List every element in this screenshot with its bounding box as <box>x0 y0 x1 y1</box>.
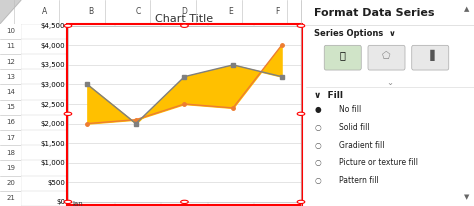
Text: 19: 19 <box>6 165 15 171</box>
Text: 15: 15 <box>6 104 15 110</box>
Text: 14: 14 <box>6 89 15 95</box>
Polygon shape <box>0 0 21 24</box>
Text: Jan: Jan <box>73 201 83 206</box>
Text: Pattern fill: Pattern fill <box>339 176 379 185</box>
FancyBboxPatch shape <box>324 45 361 70</box>
Text: 21: 21 <box>6 195 15 201</box>
Text: Gradient fill: Gradient fill <box>339 140 385 150</box>
Text: 🪣: 🪣 <box>340 51 346 61</box>
Text: ○: ○ <box>314 176 321 185</box>
Text: A: A <box>42 7 47 16</box>
Text: No fill: No fill <box>339 105 362 114</box>
Text: ▐: ▐ <box>426 50 435 61</box>
Title: Chart Title: Chart Title <box>155 14 213 23</box>
Text: E: E <box>228 7 234 16</box>
Text: 20: 20 <box>6 180 15 186</box>
Text: Series Options  ∨: Series Options ∨ <box>314 29 396 38</box>
FancyBboxPatch shape <box>412 45 449 70</box>
Text: ⌄: ⌄ <box>386 78 393 87</box>
Text: ○: ○ <box>314 140 321 150</box>
Text: ○: ○ <box>314 123 321 132</box>
Text: D: D <box>182 7 187 16</box>
Text: ▲: ▲ <box>464 6 470 12</box>
Text: ⬠: ⬠ <box>382 51 391 61</box>
Text: B: B <box>89 7 94 16</box>
Text: Picture or texture fill: Picture or texture fill <box>339 158 419 167</box>
Text: ○: ○ <box>314 158 321 167</box>
Text: 18: 18 <box>6 150 15 156</box>
Text: Format Data Series: Format Data Series <box>314 8 435 18</box>
Text: ●: ● <box>314 105 321 114</box>
Text: ∨  Fill: ∨ Fill <box>314 91 343 100</box>
Text: ▼: ▼ <box>464 194 470 200</box>
Text: C: C <box>135 7 140 16</box>
Text: 17: 17 <box>6 135 15 141</box>
Text: 10: 10 <box>6 28 15 34</box>
FancyBboxPatch shape <box>368 45 405 70</box>
Text: F: F <box>275 7 280 16</box>
Text: 16: 16 <box>6 119 15 125</box>
Text: 13: 13 <box>6 74 15 80</box>
Text: Solid fill: Solid fill <box>339 123 370 132</box>
Text: 11: 11 <box>6 43 15 49</box>
Text: 12: 12 <box>6 59 15 65</box>
